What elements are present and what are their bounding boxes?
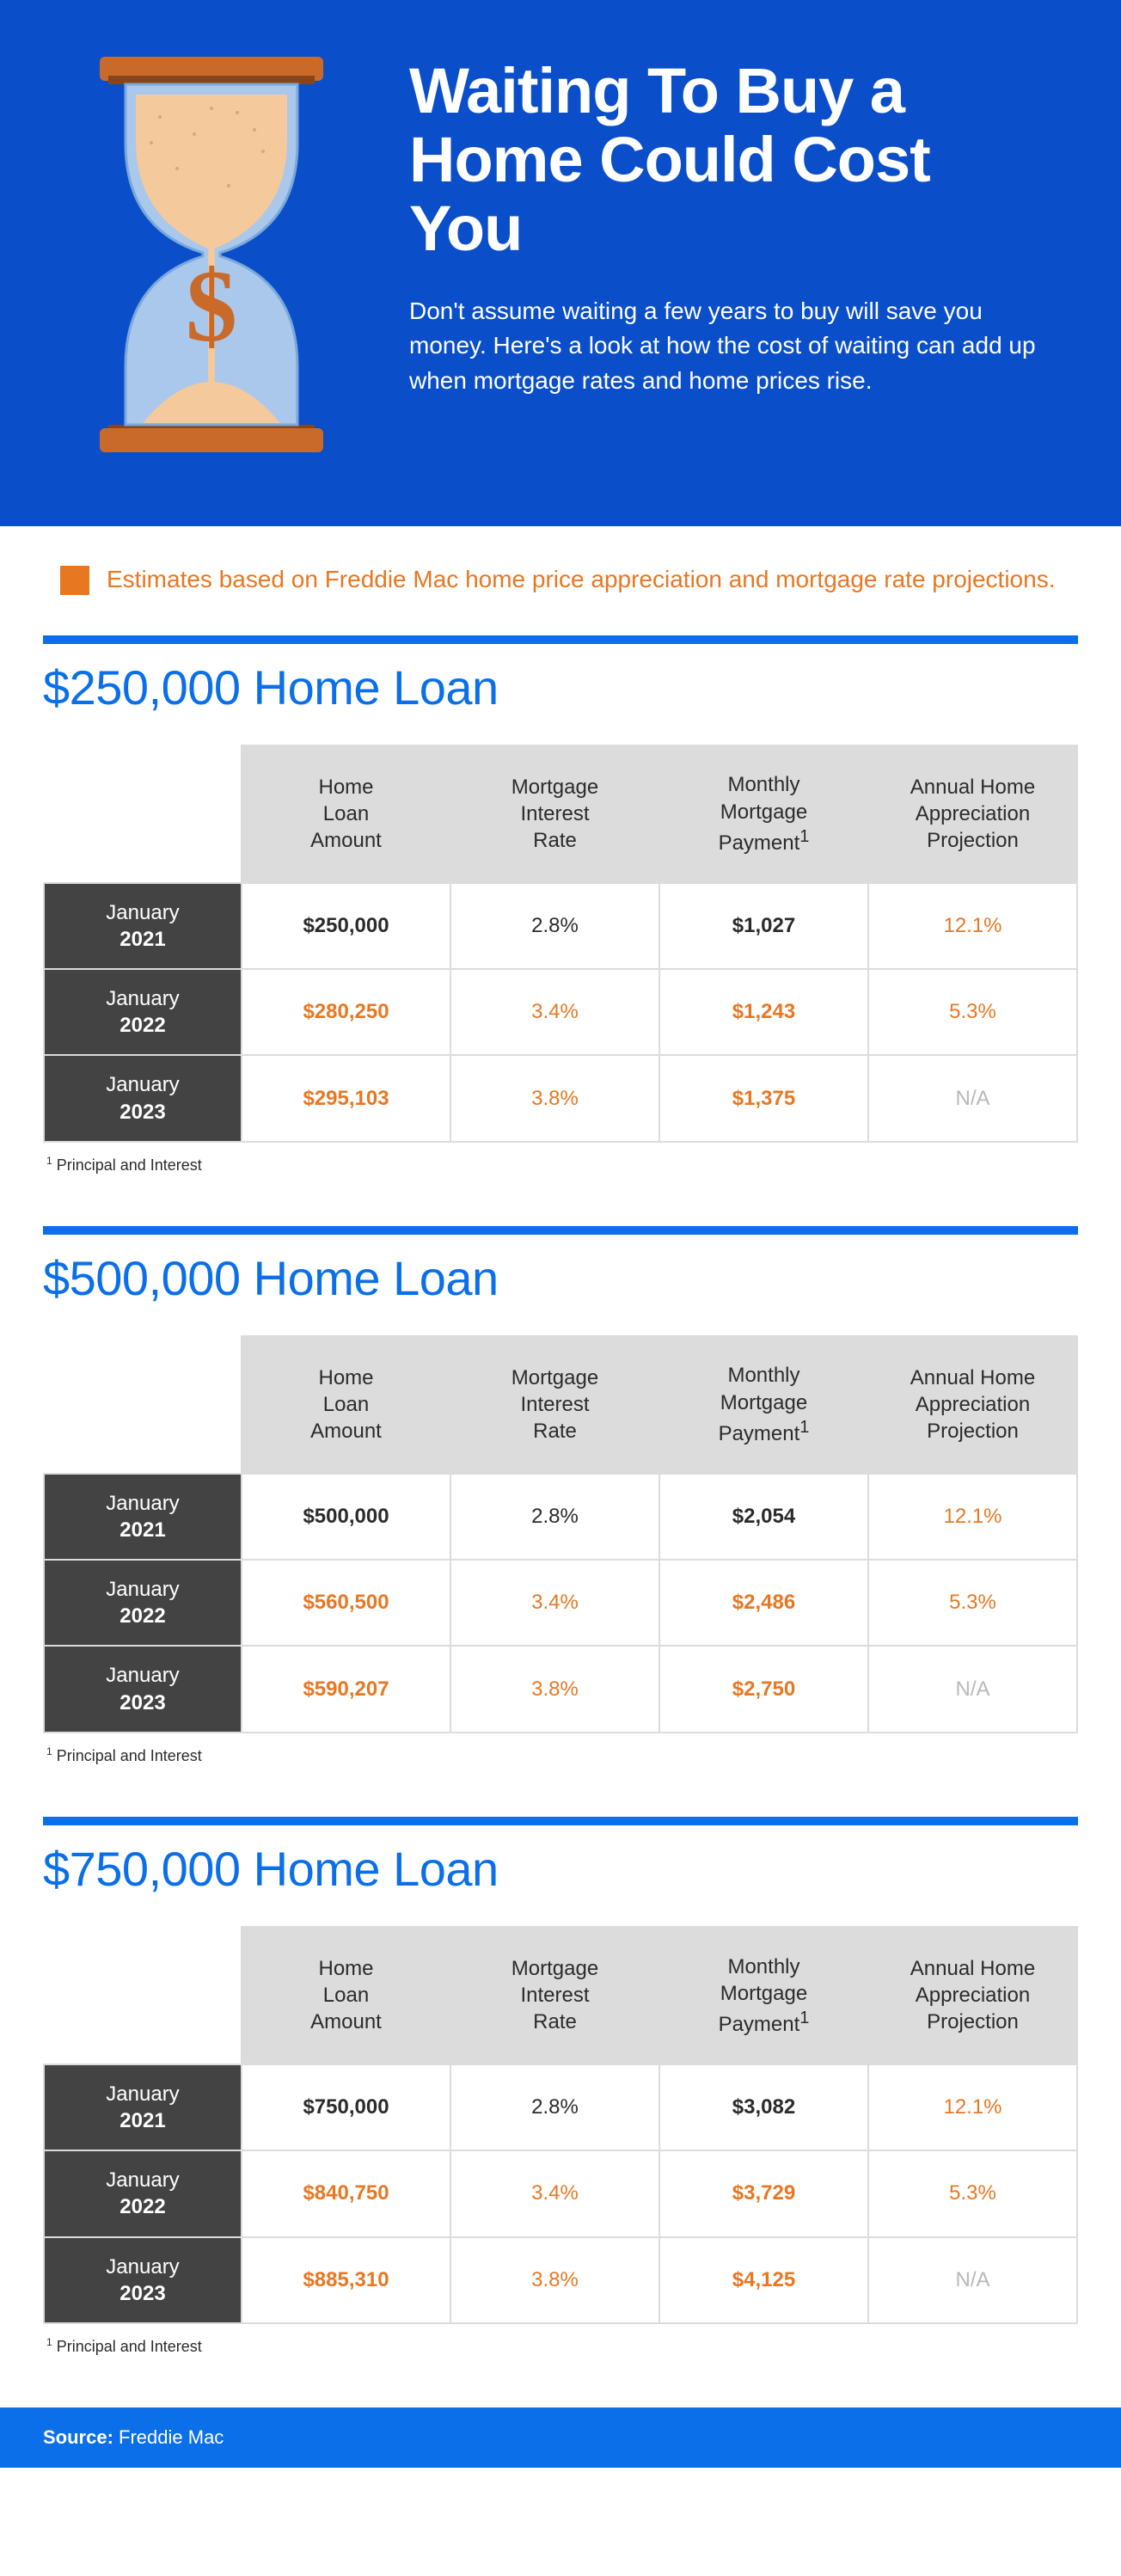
table-footnote: 1 Principal and Interest: [46, 2336, 1078, 2356]
cell-loan-amount: $295,103: [242, 1055, 450, 1141]
table-row: January2021$500,0002.8%$2,05412.1%: [44, 1474, 1077, 1560]
cell-payment: $1,375: [659, 1055, 868, 1141]
table-row: January2022$840,7503.4%$3,7295.3%: [44, 2150, 1077, 2236]
table-spacer: [44, 1927, 242, 2064]
cell-payment: $2,750: [659, 1646, 868, 1732]
cell-payment: $3,082: [659, 2064, 868, 2150]
column-header: MortgageInterestRate: [450, 1336, 659, 1474]
loan-table: HomeLoanAmountMortgageInterestRateMonthl…: [43, 1335, 1078, 1733]
row-period: January2022: [44, 969, 242, 1055]
cell-loan-amount: $840,750: [242, 2150, 450, 2236]
cell-loan-amount: $280,250: [242, 969, 450, 1055]
cell-appreciation: 12.1%: [868, 1474, 1077, 1560]
column-header: MortgageInterestRate: [450, 1927, 659, 2064]
cell-appreciation: N/A: [868, 1646, 1077, 1732]
cell-loan-amount: $250,000: [242, 883, 450, 969]
cell-payment: $2,054: [659, 1474, 868, 1560]
hourglass-icon: $: [83, 57, 340, 452]
cell-loan-amount: $590,207: [242, 1646, 450, 1732]
column-header: HomeLoanAmount: [242, 1336, 450, 1474]
row-period: January2021: [44, 2064, 242, 2150]
cell-payment: $3,729: [659, 2150, 868, 2236]
hero-banner: $ Waiting To Buy a Home Could Cost You D…: [0, 0, 1121, 526]
svg-text:$: $: [186, 248, 237, 363]
cell-rate: 3.8%: [450, 1646, 659, 1732]
section-divider: [43, 635, 1078, 644]
table-row: January2021$750,0002.8%$3,08212.1%: [44, 2064, 1077, 2150]
column-header: MonthlyMortgagePayment1: [659, 745, 868, 883]
column-header: MonthlyMortgagePayment1: [659, 1927, 868, 2064]
source-value: Freddie Mac: [113, 2426, 224, 2448]
cell-rate: 3.8%: [450, 1055, 659, 1141]
row-period: January2023: [44, 1055, 242, 1141]
section-title: $250,000 Home Loan: [43, 659, 1078, 715]
section-title: $500,000 Home Loan: [43, 1250, 1078, 1306]
cell-rate: 3.8%: [450, 2237, 659, 2323]
table-footnote: 1 Principal and Interest: [46, 1745, 1078, 1765]
table-row: January2023$885,3103.8%$4,125N/A: [44, 2237, 1077, 2323]
table-row: January2021$250,0002.8%$1,02712.1%: [44, 883, 1077, 969]
table-row: January2023$295,1033.8%$1,375N/A: [44, 1055, 1077, 1141]
cell-loan-amount: $750,000: [242, 2064, 450, 2150]
estimate-note: Estimates based on Freddie Mac home pric…: [43, 526, 1078, 629]
cell-payment: $2,486: [659, 1560, 868, 1646]
cell-rate: 2.8%: [450, 1474, 659, 1560]
column-header: MortgageInterestRate: [450, 745, 659, 883]
row-period: January2023: [44, 2237, 242, 2323]
table-spacer: [44, 1336, 242, 1474]
cell-rate: 2.8%: [450, 883, 659, 969]
column-header: Annual HomeAppreciationProjection: [868, 1336, 1077, 1474]
loan-section: $750,000 Home Loan HomeLoanAmountMortgage…: [43, 1817, 1078, 2356]
cell-loan-amount: $560,500: [242, 1560, 450, 1646]
column-header: Annual HomeAppreciationProjection: [868, 745, 1077, 883]
table-row: January2022$280,2503.4%$1,2435.3%: [44, 969, 1077, 1055]
source-bar: Source: Freddie Mac: [0, 2407, 1121, 2468]
section-divider: [43, 1226, 1078, 1235]
column-header: MonthlyMortgagePayment1: [659, 1336, 868, 1474]
row-period: January2022: [44, 2150, 242, 2236]
column-header: Annual HomeAppreciationProjection: [868, 1927, 1077, 2064]
row-period: January2021: [44, 883, 242, 969]
section-title: $750,000 Home Loan: [43, 1841, 1078, 1897]
estimate-note-text: Estimates based on Freddie Mac home pric…: [107, 562, 1055, 598]
cell-appreciation: 12.1%: [868, 2064, 1077, 2150]
table-footnote: 1 Principal and Interest: [46, 1155, 1078, 1175]
loan-section: $250,000 Home Loan HomeLoanAmountMortgage…: [43, 635, 1078, 1175]
section-divider: [43, 1817, 1078, 1825]
cell-rate: 3.4%: [450, 1560, 659, 1646]
cell-appreciation: 5.3%: [868, 1560, 1077, 1646]
cell-appreciation: 12.1%: [868, 883, 1077, 969]
table-row: January2022$560,5003.4%$2,4865.3%: [44, 1560, 1077, 1646]
cell-appreciation: N/A: [868, 1055, 1077, 1141]
cell-rate: 3.4%: [450, 969, 659, 1055]
cell-appreciation: 5.3%: [868, 969, 1077, 1055]
table-row: January2023$590,2073.8%$2,750N/A: [44, 1646, 1077, 1732]
row-period: January2021: [44, 1474, 242, 1560]
cell-payment: $4,125: [659, 2237, 868, 2323]
hero-subtitle: Don't assume waiting a few years to buy …: [409, 294, 1047, 399]
loan-table: HomeLoanAmountMortgageInterestRateMonthl…: [43, 1926, 1078, 2324]
hero-title: Waiting To Buy a Home Could Cost You: [409, 57, 1047, 263]
cell-payment: $1,243: [659, 969, 868, 1055]
source-label: Source:: [43, 2426, 113, 2448]
loan-section: $500,000 Home Loan HomeLoanAmountMortgage…: [43, 1226, 1078, 1765]
cell-appreciation: 5.3%: [868, 2150, 1077, 2236]
cell-rate: 3.4%: [450, 2150, 659, 2236]
cell-loan-amount: $885,310: [242, 2237, 450, 2323]
cell-appreciation: N/A: [868, 2237, 1077, 2323]
column-header: HomeLoanAmount: [242, 745, 450, 883]
row-period: January2022: [44, 1560, 242, 1646]
loan-table: HomeLoanAmountMortgageInterestRateMonthl…: [43, 745, 1078, 1143]
cell-loan-amount: $500,000: [242, 1474, 450, 1560]
table-spacer: [44, 745, 242, 883]
column-header: HomeLoanAmount: [242, 1927, 450, 2064]
bullet-square-icon: [60, 566, 89, 595]
hourglass-illustration: $: [57, 57, 366, 452]
row-period: January2023: [44, 1646, 242, 1732]
cell-rate: 2.8%: [450, 2064, 659, 2150]
cell-payment: $1,027: [659, 883, 868, 969]
